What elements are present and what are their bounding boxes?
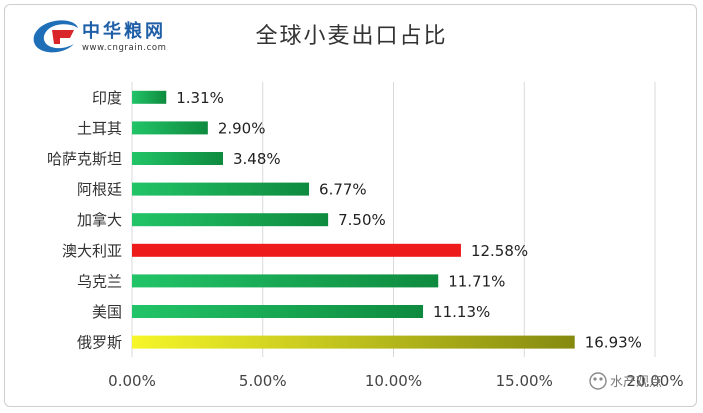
x-tick-label: 10.00% xyxy=(365,372,422,390)
labels: 0.00% 5.00% 10.00% 15.00% 20.00% 印度 1.31% 土耳其 2.… xyxy=(47,89,684,390)
x-tick-label: 20.00% xyxy=(626,372,683,390)
watermark-text: 水产观点 xyxy=(610,375,662,390)
bars xyxy=(132,90,575,349)
x-tick-label: 5.00% xyxy=(239,372,287,390)
bar xyxy=(132,305,424,318)
logo-g-icon xyxy=(52,30,74,44)
bar xyxy=(132,152,224,165)
bar xyxy=(132,274,439,288)
bar xyxy=(132,182,310,196)
x-tick-label: 15.00% xyxy=(496,372,553,390)
category-label: 俄罗斯 xyxy=(77,334,122,352)
data-label: 12.58% xyxy=(471,242,528,260)
logo: 中华粮网 www.cngrain.com xyxy=(33,20,167,53)
bar xyxy=(132,243,461,257)
data-label: 1.31% xyxy=(176,89,224,107)
data-label: 11.13% xyxy=(433,303,490,321)
data-label: 11.71% xyxy=(448,272,505,290)
watermark: 水产观点 xyxy=(589,372,662,390)
data-label: 2.90% xyxy=(218,119,266,137)
data-label: 16.93% xyxy=(585,334,642,352)
data-label: 7.50% xyxy=(338,211,386,229)
bar xyxy=(132,121,208,135)
chart-title: 全球小麦出口占比 xyxy=(255,24,448,49)
data-label: 6.77% xyxy=(319,181,367,199)
category-label: 乌克兰 xyxy=(77,272,122,290)
logo-brand-name: 中华粮网 xyxy=(82,20,166,42)
x-tick-label: 0.00% xyxy=(108,372,156,390)
category-label: 澳大利亚 xyxy=(62,242,122,260)
category-label: 印度 xyxy=(92,89,122,107)
data-label: 3.48% xyxy=(233,150,281,168)
category-label: 加拿大 xyxy=(77,211,122,229)
bar xyxy=(132,213,329,227)
watermark-icon xyxy=(589,372,607,390)
bar xyxy=(132,90,167,104)
category-label: 阿根廷 xyxy=(77,181,122,199)
logo-url: www.cngrain.com xyxy=(82,43,167,53)
category-label: 哈萨克斯坦 xyxy=(47,150,122,168)
bar xyxy=(132,335,575,349)
watermark-icon-dot xyxy=(593,377,597,381)
logo-swoosh-icon xyxy=(33,20,78,53)
category-label: 美国 xyxy=(92,303,122,321)
category-label: 土耳其 xyxy=(77,119,122,137)
watermark-icon-dot xyxy=(599,377,603,381)
